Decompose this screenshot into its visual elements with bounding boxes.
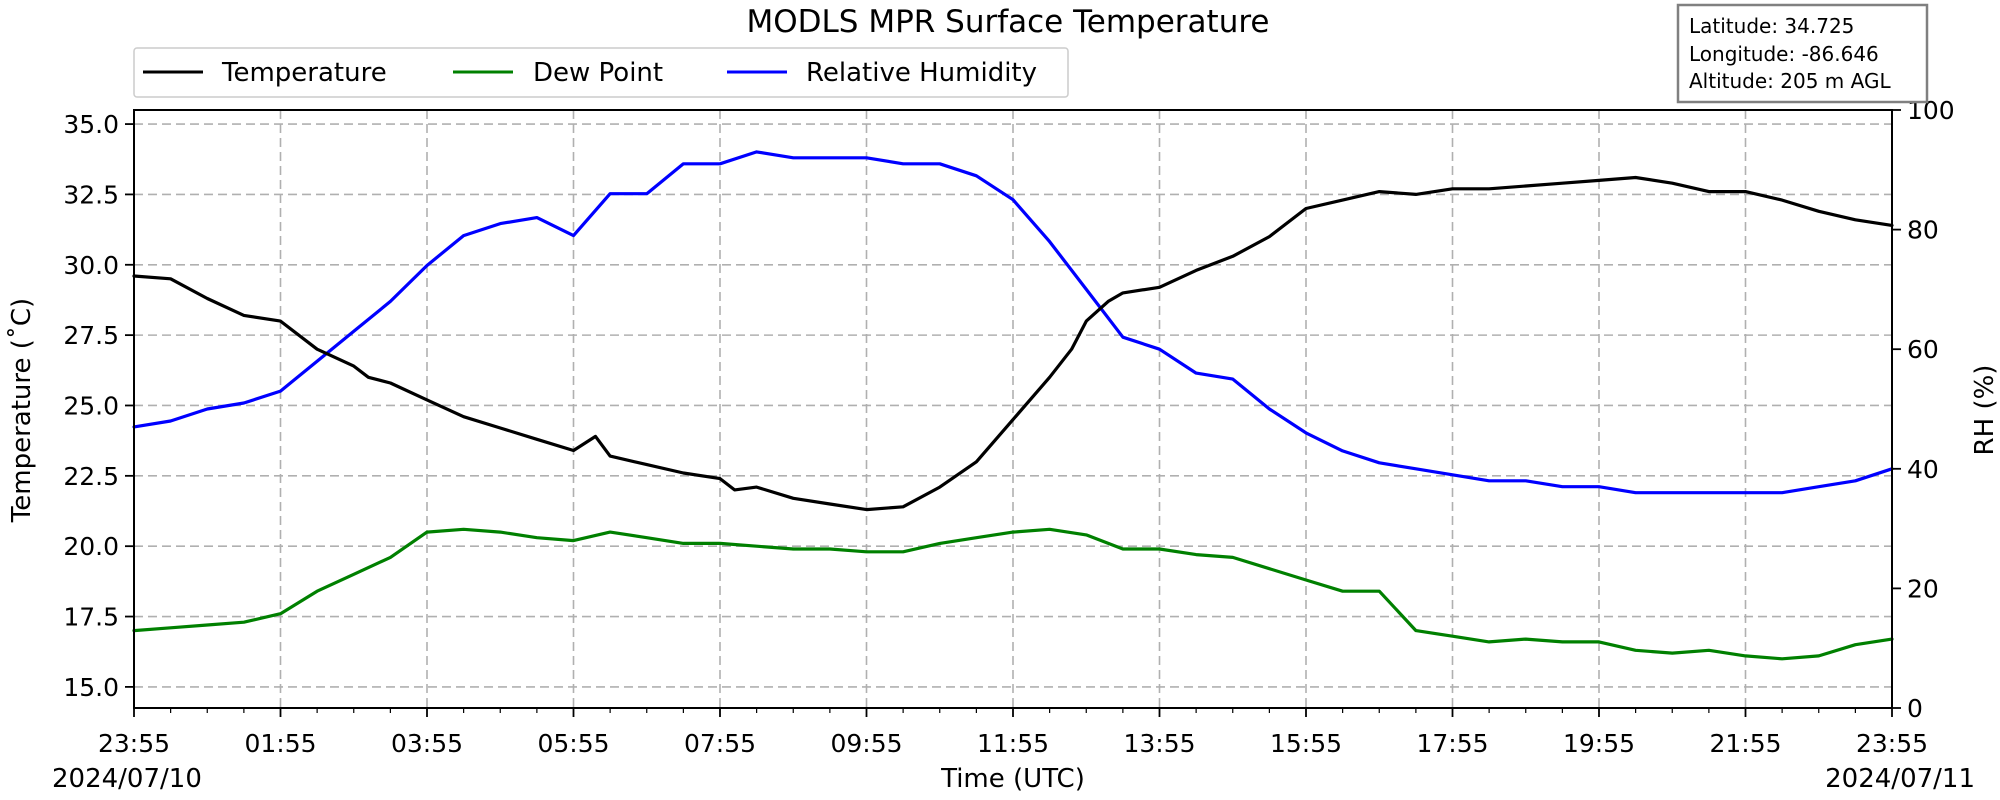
info-altitude: Altitude: 205 m AGL [1689,69,1891,93]
station-info-box: Latitude: 34.725 Longitude: -86.646 Alti… [1676,3,1929,104]
x-tick-label: 05:55 [537,729,609,758]
x-tick-label: 17:55 [1416,729,1488,758]
chart-title: MODLS MPR Surface Temperature [747,4,1270,40]
y-axis-left: 15.0 17.5 20.0 22.5 25.0 27.5 30.0 32.5 35.0 [63,110,134,702]
info-longitude: Longitude: -86.646 [1689,42,1879,66]
legend-label-dew-point: Dew Point [533,58,663,88]
date-end-label: 2024/07/11 [1825,764,1975,794]
y-right-tick-label: 40 [1907,455,1939,484]
y-left-tick-label: 35.0 [63,110,119,139]
y-axis-right-label: RH (%) [1970,365,2000,456]
y-right-tick-label: 80 [1907,216,1939,245]
x-tick-label: 23:55 [1856,729,1928,758]
legend-label-temperature: Temperature [221,58,387,88]
y-left-tick-label: 32.5 [63,180,119,209]
y-left-tick-label: 22.5 [63,462,119,491]
legend: Temperature Dew Point Relative Humidity [133,47,1069,98]
y-right-tick-label: 20 [1907,574,1939,603]
grid [134,110,1892,708]
x-axis: 23:55 01:55 03:55 05:55 07:55 09:55 11:55 13:55… [98,708,1928,758]
y-left-tick-label: 15.0 [63,673,119,702]
x-tick-label: 11:55 [977,729,1049,758]
x-axis-label: Time (UTC) [940,764,1085,794]
date-start-label: 2024/07/10 [52,764,202,794]
series-lines [132,150,1894,661]
x-tick-label: 23:55 [98,729,170,758]
info-latitude: Latitude: 34.725 [1689,14,1854,38]
info-box-frame [1676,3,1929,104]
legend-label-relative-humidity: Relative Humidity [806,58,1037,88]
x-tick-label: 15:55 [1270,729,1342,758]
x-tick-label: 09:55 [830,729,902,758]
x-tick-label: 13:55 [1123,729,1195,758]
series-line-dew-point [132,527,1894,661]
x-tick-label: 21:55 [1709,729,1781,758]
y-left-tick-label: 17.5 [63,603,119,632]
y-axis-left-label: Temperature (˚C) [7,298,37,523]
x-tick-label: 03:55 [391,729,463,758]
y-right-tick-label: 0 [1907,694,1923,723]
series-line-temperature [132,175,1894,512]
y-left-tick-label: 30.0 [63,251,119,280]
y-right-tick-label: 60 [1907,335,1939,364]
y-left-tick-label: 27.5 [63,321,119,350]
y-left-tick-label: 20.0 [63,532,119,561]
x-tick-label: 07:55 [684,729,756,758]
y-left-tick-label: 25.0 [63,391,119,420]
x-tick-label: 19:55 [1563,729,1635,758]
legend-box [133,47,1069,98]
x-tick-label: 01:55 [244,729,316,758]
series-line-relative-humidity [132,150,1894,495]
